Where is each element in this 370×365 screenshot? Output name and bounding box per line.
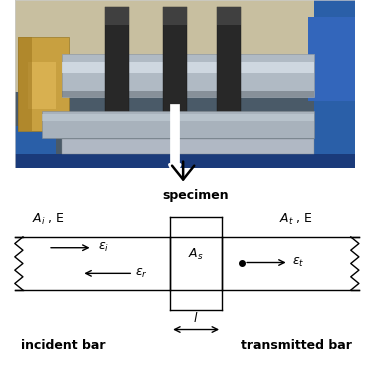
Bar	[307, 17, 355, 101]
Bar	[15, 154, 355, 168]
Text: $\varepsilon_r$: $\varepsilon_r$	[135, 267, 148, 280]
Text: $\varepsilon_i$: $\varepsilon_i$	[98, 241, 109, 254]
Bar	[163, 7, 187, 131]
Bar	[217, 7, 241, 131]
Bar	[15, 0, 355, 92]
Bar	[15, 126, 56, 168]
Bar	[63, 62, 314, 73]
Bar	[18, 37, 69, 131]
Text: $l$: $l$	[194, 311, 199, 325]
Text: $A_s$: $A_s$	[188, 247, 204, 262]
Bar	[63, 139, 314, 154]
Bar	[163, 7, 187, 25]
Text: $A_i$ , E: $A_i$ , E	[31, 212, 65, 227]
Bar	[15, 92, 355, 168]
Text: transmitted bar: transmitted bar	[240, 339, 352, 352]
Text: incident bar: incident bar	[21, 339, 105, 352]
Text: specimen: specimen	[163, 189, 229, 202]
Bar	[42, 111, 314, 138]
Bar	[42, 114, 314, 121]
Bar	[105, 7, 129, 25]
Bar	[105, 7, 129, 131]
Bar	[18, 37, 32, 131]
Bar	[63, 54, 314, 97]
Bar	[63, 91, 314, 97]
Bar	[217, 7, 241, 25]
Bar	[28, 62, 56, 109]
Text: $A_t$ , E: $A_t$ , E	[279, 212, 313, 227]
Bar	[314, 0, 355, 168]
Text: $\varepsilon_t$: $\varepsilon_t$	[292, 256, 305, 269]
